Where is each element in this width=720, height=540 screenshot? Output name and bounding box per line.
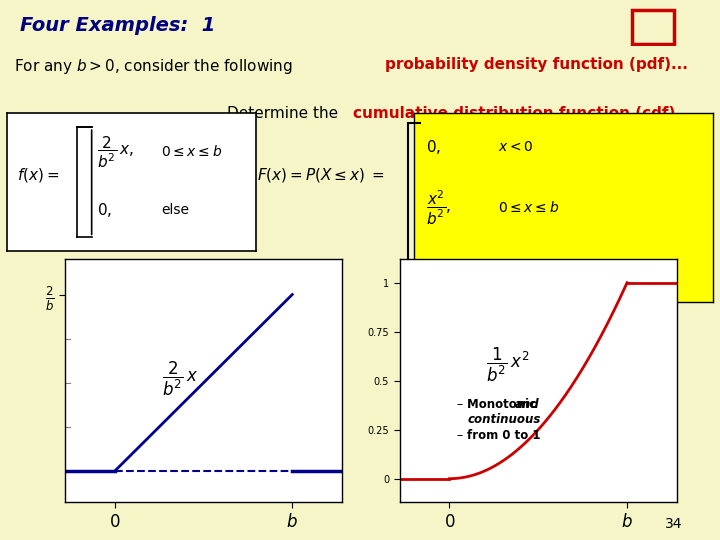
Text: Monotonic: Monotonic	[467, 398, 541, 411]
Text: else: else	[161, 203, 189, 217]
Text: $\dfrac{x^2}{b^2},$: $\dfrac{x^2}{b^2},$	[426, 189, 451, 227]
Text: probability density function (pdf)...: probability density function (pdf)...	[385, 57, 688, 72]
Text: For any $b > 0$, consider the following: For any $b > 0$, consider the following	[14, 57, 294, 76]
Text: –: –	[456, 429, 463, 442]
Text: $0 \leq x \leq b$: $0 \leq x \leq b$	[498, 200, 559, 215]
Text: $\dfrac{2}{b^2}\,x,$: $\dfrac{2}{b^2}\,x,$	[96, 134, 133, 170]
Text: and: and	[515, 398, 540, 411]
Text: from 0 to 1: from 0 to 1	[467, 429, 541, 442]
Text: Determine the: Determine the	[227, 106, 343, 122]
Text: 34: 34	[665, 517, 682, 531]
Text: $0 \leq x \leq b$: $0 \leq x \leq b$	[161, 145, 222, 159]
Text: Four Examples:  1: Four Examples: 1	[20, 16, 215, 35]
Text: $0,$: $0,$	[426, 138, 441, 157]
Text: cumulative distribution function (cdf): cumulative distribution function (cdf)	[353, 106, 675, 122]
Text: continuous: continuous	[467, 414, 541, 427]
Text: $x > b$: $x > b$	[498, 261, 534, 276]
Text: $\dfrac{1}{b^2}\,x^2$: $\dfrac{1}{b^2}\,x^2$	[486, 346, 530, 384]
Text: –: –	[456, 398, 463, 411]
Text: $0,$: $0,$	[96, 201, 112, 219]
Text: $1,$: $1,$	[426, 259, 441, 278]
Text: $\dfrac{2}{b^2}\,x$: $\dfrac{2}{b^2}\,x$	[162, 359, 199, 397]
Text: $x < 0$: $x < 0$	[498, 140, 533, 154]
Text: $f(x) =$: $f(x) =$	[17, 166, 60, 184]
Text: $F(x) = P(X \leq x)\;=$: $F(x) = P(X \leq x)\;=$	[258, 166, 385, 184]
